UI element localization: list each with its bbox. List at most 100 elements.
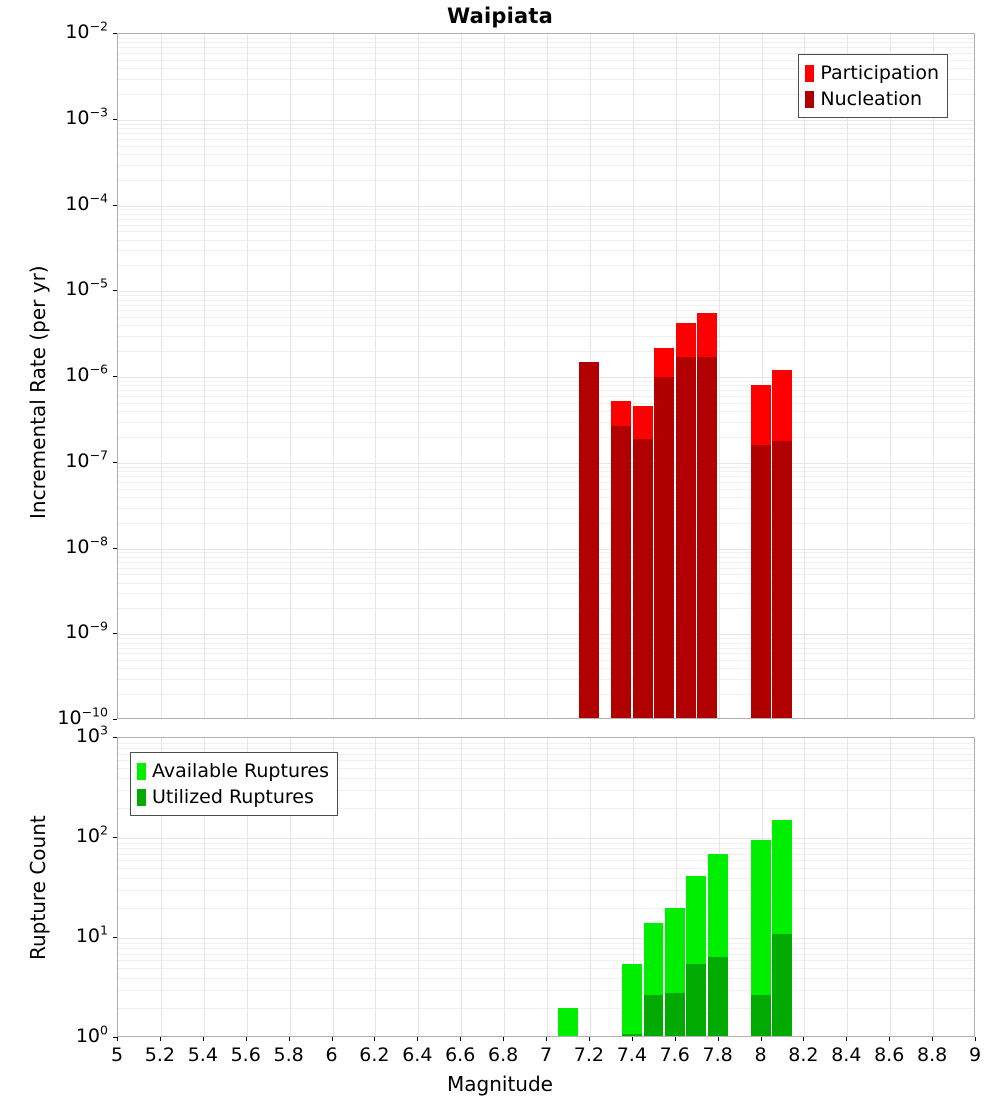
bar-segment-inner bbox=[750, 445, 771, 718]
gridline-minor bbox=[118, 123, 974, 125]
gridline-vertical bbox=[761, 34, 763, 718]
x-axis-title: Magnitude bbox=[447, 1072, 553, 1096]
gridline-minor bbox=[118, 860, 974, 862]
x-tick-mark bbox=[503, 1037, 505, 1041]
gridline-minor bbox=[118, 310, 974, 312]
legend-item-participation[interactable]: Participation bbox=[805, 60, 939, 86]
legend-swatch-participation bbox=[805, 64, 815, 82]
gridline-vertical bbox=[418, 738, 420, 1036]
gridline-minor bbox=[118, 138, 974, 140]
gridline-minor bbox=[118, 466, 974, 468]
gridline-minor bbox=[118, 1007, 974, 1009]
x-tick-mark bbox=[717, 1037, 719, 1041]
gridline-minor bbox=[118, 768, 974, 770]
x-tick-label: 5.6 bbox=[230, 1044, 261, 1066]
x-tick-label: 8 bbox=[754, 1044, 767, 1066]
x-tick-label: 7.2 bbox=[573, 1044, 604, 1066]
x-tick-label: 7 bbox=[539, 1044, 553, 1066]
y-axis-title-incremental-rate: Incremental Rate (per yr) bbox=[26, 265, 50, 519]
bar-segment-inner bbox=[675, 357, 696, 718]
y-tick-label: 101 bbox=[75, 922, 108, 947]
y-tick-mark bbox=[113, 837, 117, 838]
y-tick-label: 10−7 bbox=[65, 447, 108, 472]
bar-segment-inner bbox=[772, 933, 793, 1036]
bar-segment-inner bbox=[686, 964, 707, 1036]
gridline-vertical bbox=[203, 34, 205, 718]
bar-segment-outer bbox=[622, 964, 642, 1036]
gridline-minor bbox=[118, 133, 974, 134]
gridline-minor bbox=[118, 304, 974, 306]
legend-item-nucleation[interactable]: Nucleation bbox=[805, 86, 939, 112]
gridline-minor bbox=[118, 53, 974, 54]
gridline-minor bbox=[118, 960, 974, 962]
gridline-minor bbox=[118, 496, 974, 498]
gridline-minor bbox=[118, 396, 974, 397]
bar-segment-inner bbox=[707, 956, 728, 1036]
gridline-major bbox=[118, 838, 974, 839]
y-tick-label: 103 bbox=[75, 722, 108, 747]
gridline-vertical bbox=[418, 34, 420, 718]
x-tick-label: 9 bbox=[968, 1044, 982, 1066]
bar-segment-inner bbox=[697, 357, 718, 718]
x-tick-label: 5.8 bbox=[273, 1044, 304, 1066]
bar-segment-inner bbox=[579, 361, 600, 718]
gridline-vertical bbox=[375, 738, 377, 1036]
x-tick-mark bbox=[159, 1037, 161, 1041]
gridline-vertical bbox=[461, 34, 463, 718]
y-tick-mark bbox=[113, 204, 117, 206]
y-tick-label: 10−2 bbox=[65, 18, 108, 43]
gridline-minor bbox=[118, 968, 974, 970]
page-title: Waipiata bbox=[447, 4, 553, 28]
gridline-minor bbox=[118, 853, 974, 855]
gridline-major bbox=[118, 377, 974, 378]
x-tick-mark bbox=[460, 1037, 462, 1041]
y-tick-mark bbox=[113, 376, 117, 377]
gridline-vertical bbox=[847, 738, 849, 1036]
gridline-minor bbox=[118, 608, 974, 610]
x-tick-label: 7.4 bbox=[616, 1044, 647, 1066]
legend-item-available-ruptures[interactable]: Available Ruptures bbox=[137, 758, 329, 784]
legend-label-available-ruptures: Available Ruptures bbox=[152, 759, 329, 782]
gridline-minor bbox=[118, 250, 974, 252]
gridline-vertical bbox=[332, 34, 334, 718]
gridline-minor bbox=[118, 78, 974, 80]
y-tick-mark bbox=[113, 937, 117, 938]
gridline-minor bbox=[118, 990, 974, 992]
gridline-vertical bbox=[675, 738, 677, 1036]
gridline-vertical bbox=[718, 34, 720, 718]
x-tick-label: 5.2 bbox=[144, 1044, 175, 1066]
legend-rupture-count: Available Ruptures Utilized Ruptures bbox=[130, 752, 338, 816]
y-tick-label: 10−6 bbox=[65, 361, 108, 386]
x-tick-label: 6.4 bbox=[402, 1044, 433, 1066]
gridline-major bbox=[118, 938, 974, 939]
legend-incremental-rate: Participation Nucleation bbox=[798, 54, 948, 118]
gridline-vertical bbox=[160, 738, 162, 1036]
gridline-minor bbox=[118, 877, 974, 879]
gridline-minor bbox=[118, 679, 974, 681]
legend-swatch-available-ruptures bbox=[137, 762, 146, 780]
gridline-minor bbox=[118, 59, 974, 61]
gridline-major bbox=[118, 634, 974, 636]
gridline-minor bbox=[118, 977, 974, 979]
gridline-vertical bbox=[332, 738, 334, 1036]
gridline-minor bbox=[118, 582, 974, 584]
legend-item-utilized-ruptures[interactable]: Utilized Ruptures bbox=[137, 784, 329, 810]
gridline-minor bbox=[118, 890, 974, 892]
gridline-minor bbox=[118, 471, 974, 473]
gridline-minor bbox=[118, 145, 974, 147]
gridline-minor bbox=[118, 868, 974, 870]
bar-segment-inner bbox=[622, 1033, 642, 1036]
gridline-minor bbox=[118, 694, 974, 696]
x-tick-mark bbox=[331, 1037, 333, 1041]
gridline-minor bbox=[118, 385, 974, 387]
legend-swatch-nucleation bbox=[805, 90, 815, 108]
gridline-vertical bbox=[589, 738, 591, 1036]
bar-segment-inner bbox=[750, 994, 771, 1036]
x-tick-mark bbox=[245, 1037, 247, 1041]
gridline-vertical bbox=[890, 34, 892, 718]
y-tick-mark bbox=[113, 719, 117, 720]
gridline-minor bbox=[118, 411, 974, 413]
gridline-minor bbox=[118, 239, 974, 241]
y-tick-mark bbox=[113, 633, 117, 635]
